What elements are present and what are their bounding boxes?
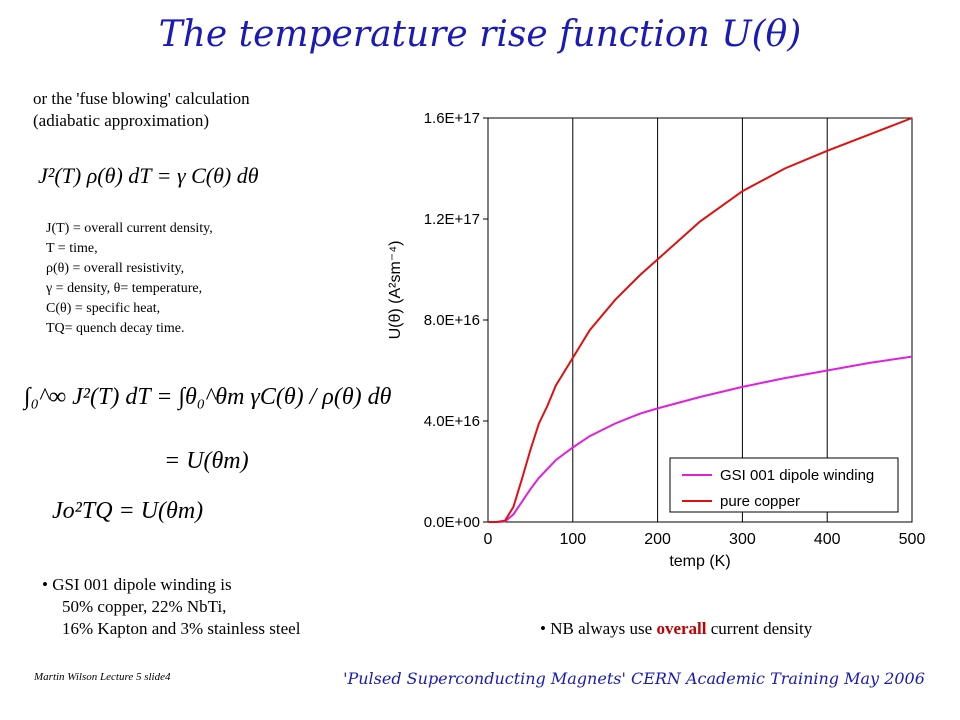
intro-text: or the 'fuse blowing' calculation (adiab…: [33, 88, 250, 132]
legend-label: pure copper: [720, 493, 800, 510]
definition-item: C(θ) = specific heat,: [46, 301, 161, 316]
x-tick-label: 0: [484, 531, 493, 548]
intro-line-1: or the 'fuse blowing' calculation: [33, 89, 250, 108]
intro-line-2: (adiabatic approximation): [33, 111, 210, 130]
y-tick-label: 4.0E+16: [424, 413, 480, 430]
y-axis-label: U(θ) (A²sm⁻⁴): [387, 241, 404, 340]
definition-item: T = time,: [46, 241, 98, 256]
definition-item: γ = density, θ= temperature,: [46, 281, 203, 296]
plot-area-border: [487, 117, 913, 523]
bullet-gsi-composition: • GSI 001 dipole winding is 50% copper, …: [42, 574, 300, 640]
legend-label: GSI 001 dipole winding: [720, 467, 874, 484]
bullet-line: 16% Kapton and 3% stainless steel: [62, 619, 301, 638]
definition-item: TQ= quench decay time.: [46, 321, 185, 336]
definition-item: ρ(θ) = overall resistivity,: [46, 261, 185, 276]
definitions-list: J(T) = overall current density, T = time…: [46, 219, 213, 339]
x-tick-label: 100: [559, 531, 586, 548]
bullet-line: 50% copper, 22% NbTi,: [62, 597, 227, 616]
slide-title: The temperature rise function U(θ): [158, 14, 802, 55]
legend-box: [669, 457, 899, 513]
series-line: [488, 117, 913, 523]
x-tick-label: 500: [899, 531, 926, 548]
x-axis-label: temp (K): [669, 553, 730, 570]
x-tick-label: 300: [729, 531, 756, 548]
temperature-rise-chart: 0 100 200 300 400 500 0.0E+00 4.0E+16 8.0E+16 1.2…: [387, 110, 926, 570]
footer-course: 'Pulsed Superconducting Magnets' CERN Ac…: [343, 669, 925, 688]
bullet-text-emphasis: overall: [656, 619, 707, 638]
definition-item: J(T) = overall current density,: [46, 221, 213, 236]
y-tick-label: 1.6E+17: [424, 110, 480, 127]
bullet-text: GSI 001 dipole winding is: [52, 575, 232, 594]
x-tick-label: 200: [644, 531, 671, 548]
bullet-text-pre: NB always use: [550, 619, 657, 638]
quench-equation: Jo²TQ = U(θm): [52, 498, 204, 524]
bullet-nb-note: • NB always use overall current density: [540, 619, 813, 638]
y-tick-label: 8.0E+16: [424, 312, 480, 329]
y-tick-label: 0.0E+00: [424, 514, 480, 531]
series-line: [488, 355, 913, 523]
footer-lecture: Martin Wilson Lecture 5 slide4: [34, 671, 171, 683]
heat-balance-equation: J²(T) ρ(θ) dT = γ C(θ) dθ: [38, 163, 259, 188]
u-theta-equation: = U(θm): [164, 448, 249, 474]
y-tick-label: 1.2E+17: [424, 211, 480, 228]
x-tick-label: 400: [814, 531, 841, 548]
integral-equation: ∫₀^∞ J²(T) dT = ∫θ₀^θm γC(θ) / ρ(θ) dθ: [24, 384, 392, 410]
bullet-text-post: current density: [706, 619, 813, 638]
bullet-line: • GSI 001 dipole winding is: [42, 575, 232, 594]
